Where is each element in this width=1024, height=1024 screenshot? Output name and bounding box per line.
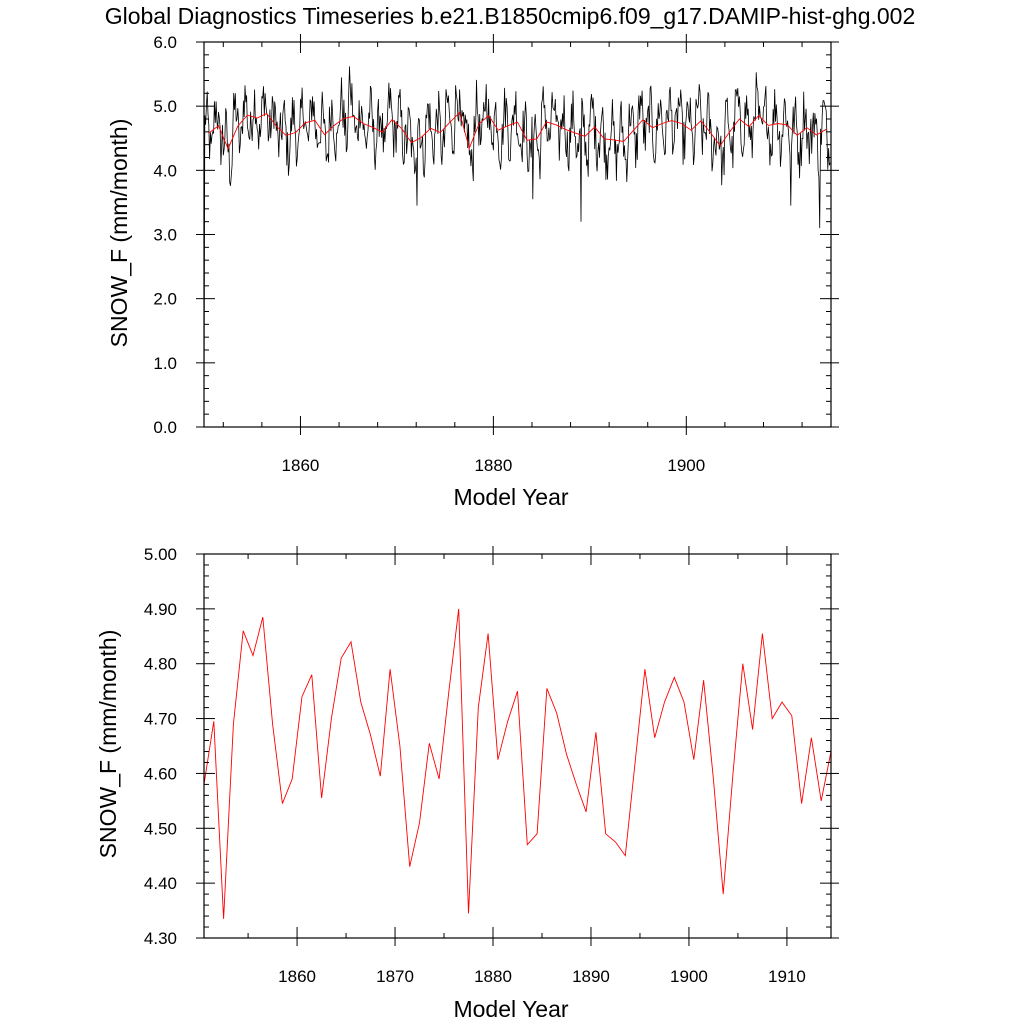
bottom-panel: 1860 1870 1880 1890 1900 1910 4.30 4.40 4.50 4.60…: [95, 545, 839, 1022]
top-y-axis-label: SNOW_F (mm/month): [106, 119, 132, 348]
bottom-y-tick-label: 4.60: [144, 764, 177, 783]
bottom-y-tick-label: 4.50: [144, 819, 177, 838]
top-axes: 1860 1880 1900 0.0 1.0 2.0 3.0 4.0 5.0 6.0: [153, 33, 839, 475]
top-y-tick-label: 3.0: [153, 226, 177, 245]
top-x-tick-label: 1860: [282, 456, 320, 475]
top-x-tick-label: 1900: [667, 456, 705, 475]
bottom-axes: 1860 1870 1880 1890 1900 1910 4.30 4.40 4.50 4.60…: [144, 545, 839, 986]
top-x-axis-label: Model Year: [453, 484, 568, 510]
top-y-tick-label: 0.0: [153, 418, 177, 437]
bottom-plot-area: [203, 608, 832, 919]
top-y-tick-label: 4.0: [153, 161, 177, 180]
chart-title: Global Diagnostics Timeseries b.e21.B185…: [105, 3, 916, 29]
monthly-series-line: [203, 66, 831, 424]
bottom-x-tick-label: 1890: [572, 967, 610, 986]
bottom-annual-series-line: [203, 608, 832, 919]
bottom-plot-frame: [203, 553, 832, 939]
bottom-y-axis-label: SNOW_F (mm/month): [95, 630, 121, 859]
top-y-tick-label: 6.0: [153, 33, 177, 52]
bottom-y-tick-label: 4.30: [144, 929, 177, 948]
bottom-x-tick-label: 1870: [376, 967, 414, 986]
top-x-tick-label: 1880: [474, 456, 512, 475]
top-y-tick-label: 1.0: [153, 354, 177, 373]
bottom-y-tick-label: 4.70: [144, 710, 177, 729]
bottom-x-tick-label: 1900: [670, 967, 708, 986]
bottom-x-tick-label: 1910: [768, 967, 806, 986]
bottom-y-tick-label: 4.80: [144, 655, 177, 674]
top-plot-frame: [203, 41, 832, 428]
bottom-y-tick-label: 5.00: [144, 545, 177, 564]
bottom-x-tick-label: 1860: [278, 967, 316, 986]
top-panel: 1860 1880 1900 0.0 1.0 2.0 3.0 4.0 5.0 6.0 Model …: [106, 33, 839, 510]
bottom-x-tick-label: 1880: [474, 967, 512, 986]
bottom-y-tick-label: 4.40: [144, 874, 177, 893]
top-plot-area: [203, 66, 831, 424]
top-annual-series-line: [208, 111, 827, 150]
top-y-tick-label: 2.0: [153, 290, 177, 309]
top-y-tick-label: 5.0: [153, 97, 177, 116]
bottom-x-axis-label: Model Year: [453, 996, 568, 1022]
bottom-y-tick-label: 4.90: [144, 600, 177, 619]
